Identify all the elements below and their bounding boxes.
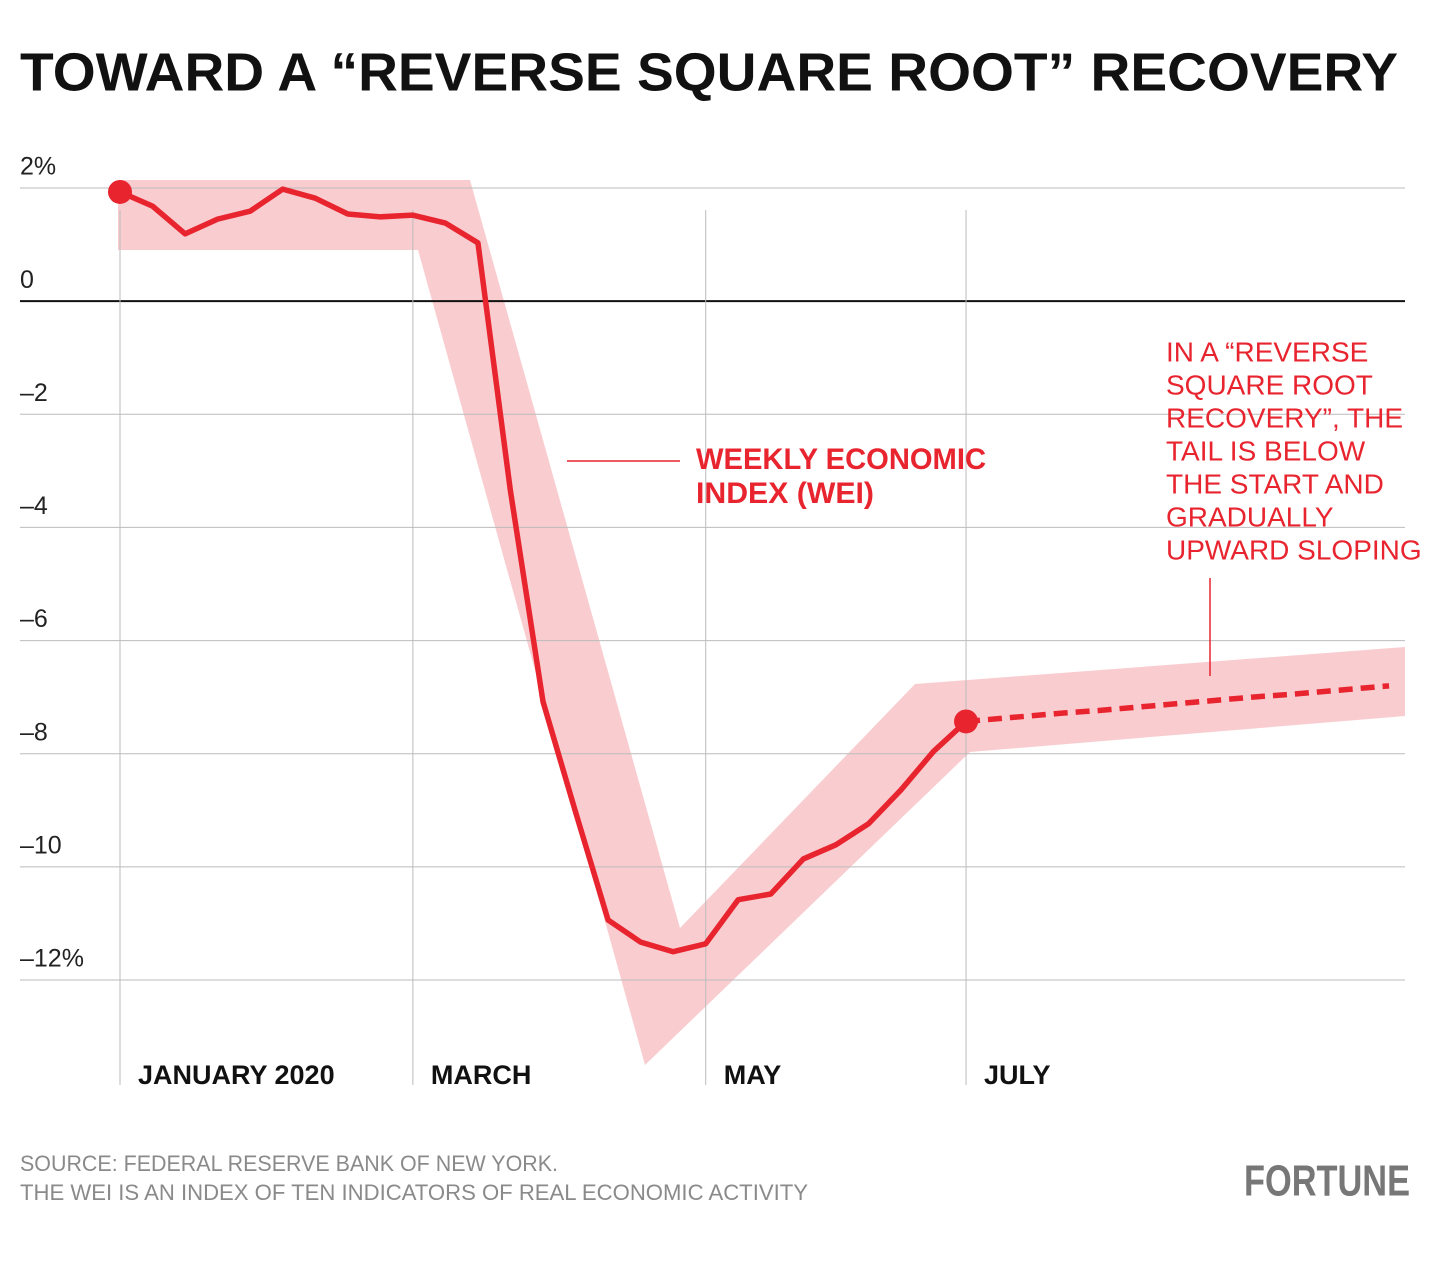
source: THE WEI IS AN INDEX OF TEN INDICATORS OF… (20, 1180, 808, 1205)
endpoint-marker (954, 709, 979, 734)
y-tick-label: –6 (20, 605, 48, 633)
tail-note-line: IN A “REVERSE (1166, 336, 1368, 367)
series-line (118, 186, 968, 955)
x-tick-label: JANUARY 2020 (138, 1060, 335, 1090)
tail-note-line: SQUARE ROOT (1166, 369, 1373, 400)
range-band (118, 180, 1405, 1065)
x-tick-label: JULY (984, 1060, 1051, 1090)
y-tick-label: –12% (20, 945, 84, 973)
marks (108, 179, 1390, 955)
endpoint-marker (108, 179, 132, 204)
grid: 2% 0 –2 –4 –6 –8 –10 –12% JANUARY 2020 MARCH MAY JU… (20, 153, 1405, 1090)
series-label: INDEX (WEI) (696, 477, 874, 510)
y-tick-label: 2% (20, 153, 56, 181)
series-line (965, 683, 1390, 725)
y-tick-label: –10 (20, 831, 62, 859)
series-label: WEEKLY ECONOMIC (696, 443, 986, 476)
tail-note-line: GRADUALLY (1166, 501, 1334, 532)
y-tick-label: –8 (20, 718, 48, 746)
tail-note-line: TAIL IS BELOW (1166, 435, 1366, 466)
y-tick-label: –4 (20, 492, 48, 520)
x-tick-label: MAY (724, 1060, 782, 1090)
y-tick-label: –2 (20, 379, 48, 407)
tail-note-line: THE START AND (1166, 468, 1384, 499)
tail-note-line: UPWARD SLOPING (1166, 534, 1422, 565)
chart-title: TOWARD A “REVERSE SQUARE ROOT” RECOVERY (20, 42, 1398, 102)
y-tick-label: 0 (20, 266, 34, 294)
tail-note-line: RECOVERY”, THE (1166, 402, 1403, 433)
brand-logo: FORTUNE (1244, 1157, 1410, 1206)
source: SOURCE: FEDERAL RESERVE BANK OF NEW YORK… (20, 1151, 558, 1176)
x-tick-label: MARCH (431, 1060, 532, 1090)
